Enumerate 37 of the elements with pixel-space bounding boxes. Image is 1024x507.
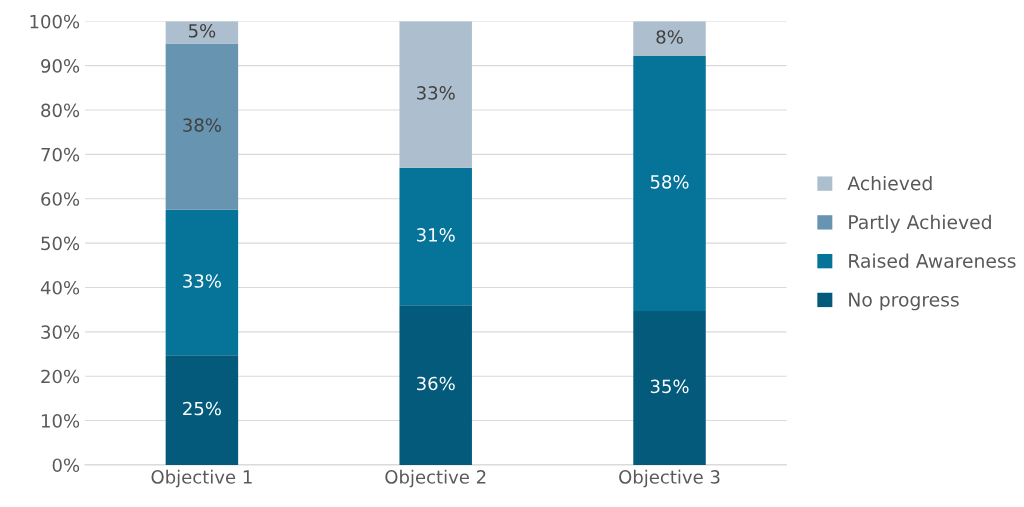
- data-label: 36%: [417, 376, 455, 391]
- bar: [399, 167, 472, 306]
- legend-label: Partly Achieved: [849, 214, 991, 233]
- data-label: 33%: [417, 86, 455, 100]
- data-label: 5%: [188, 23, 216, 38]
- legend-label: Raised Awareness: [849, 253, 1016, 268]
- y-tick-label: 50%: [41, 236, 80, 251]
- bar: [165, 43, 239, 210]
- legend-label: No progress: [849, 292, 959, 311]
- bar: [165, 209, 239, 356]
- y-tick-label: 20%: [41, 369, 80, 384]
- y-tick-label: 90%: [41, 59, 80, 73]
- bar: [633, 55, 706, 311]
- x-tick-label: Objective 1: [151, 469, 252, 488]
- bar: [399, 305, 472, 465]
- bar: [165, 355, 239, 465]
- bar: [633, 21, 706, 56]
- data-label: 31%: [417, 228, 455, 242]
- y-tick-label: 0%: [52, 458, 80, 473]
- data-label: 25%: [183, 401, 221, 416]
- y-tick-label: 100%: [30, 14, 80, 29]
- x-tick-label: Objective 3: [619, 469, 720, 488]
- data-label: 38%: [183, 118, 221, 132]
- bar: [633, 310, 706, 465]
- y-tick-label: 30%: [41, 325, 80, 339]
- x-tick-label: Objective 2: [385, 469, 486, 488]
- y-tick-label: 70%: [41, 147, 80, 162]
- y-tick-label: 10%: [41, 414, 80, 428]
- bar: [399, 21, 472, 168]
- data-label: 8%: [656, 30, 683, 44]
- legend-label: Achieved: [847, 175, 932, 191]
- y-tick-label: 60%: [41, 192, 80, 206]
- data-label: 33%: [183, 274, 221, 288]
- y-tick-label: 80%: [41, 103, 80, 118]
- data-label: 58%: [650, 175, 689, 189]
- y-tick-label: 40%: [40, 280, 80, 295]
- data-label: 35%: [650, 379, 689, 394]
